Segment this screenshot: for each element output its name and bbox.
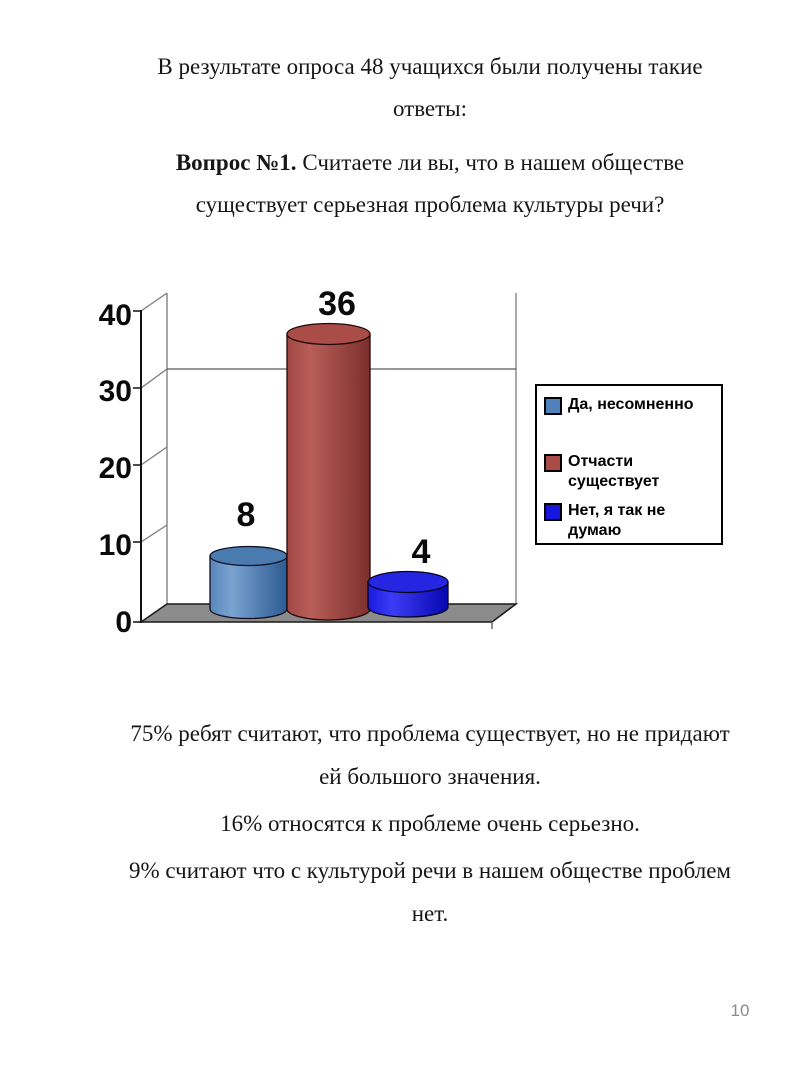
legend-label-no: Нет, я так не думаю <box>568 502 666 539</box>
bar-yes <box>209 545 288 620</box>
side-rung-10 <box>140 524 168 543</box>
bar-value-partly: 36 <box>318 285 356 323</box>
side-rung-30 <box>140 368 168 389</box>
legend-label-partly: Отчасти существует <box>568 453 660 490</box>
conclusion-line-1: 75% ребят считают, что проблема существу… <box>130 721 730 746</box>
conclusion-line-3: 16% относятся к проблеме очень серьезно. <box>220 811 640 836</box>
conclusion-line-5: нет. <box>411 901 449 926</box>
bar-value-yes: 8 <box>237 496 256 534</box>
conclusion-line-2: ей большого значения. <box>319 764 541 789</box>
intro-text: В результате опроса 48 учащихся были пол… <box>60 46 800 226</box>
page-number: 10 <box>730 1001 750 1020</box>
y-tick-40: 40 <box>99 299 132 332</box>
legend-swatch-partly <box>544 454 562 472</box>
y-tick-20: 20 <box>99 452 132 485</box>
intro-line-1: В результате опроса 48 учащихся были пол… <box>157 54 703 79</box>
y-tick-30: 30 <box>99 375 132 408</box>
bar-partly <box>286 322 371 621</box>
y-tick-0: 0 <box>115 606 132 639</box>
value-axis <box>133 310 142 623</box>
legend-label-yes: Да, несомненно <box>568 396 694 413</box>
legend-item-no: Нет, я так не думаю <box>544 501 717 541</box>
legend-swatch-no <box>544 503 562 521</box>
bar-no-top <box>367 570 449 594</box>
legend-swatch-yes <box>544 397 562 415</box>
legend-item-yes: Да, несомненно <box>544 395 717 415</box>
side-rung-40 <box>140 292 168 312</box>
conclusion-text: 75% ребят считают, что проблема существу… <box>60 712 800 935</box>
chart-legend: Да, несомненно Отчасти существует Нет, я… <box>535 384 723 545</box>
y-tick-10: 10 <box>99 529 132 562</box>
bar-value-no: 4 <box>412 533 431 571</box>
intro-line-2: ответы: <box>392 96 468 121</box>
bar-yes-top <box>209 545 288 567</box>
conclusion-line-4: 9% считают что с культурой речи в нашем … <box>129 858 731 883</box>
bar-no <box>367 570 449 618</box>
side-rung-20 <box>140 446 168 466</box>
question-line-1: Вопрос №1. Считаете ли вы, что в нашем о… <box>60 142 800 184</box>
question-number: Вопрос №1. <box>175 150 297 175</box>
bar-chart: 40 30 20 10 0 8 36 4 <box>99 285 519 639</box>
legend-item-partly: Отчасти существует <box>544 452 717 492</box>
chart-walls <box>140 292 517 623</box>
question-text: Считаете ли вы, что в нашем обществе <box>296 150 685 175</box>
question-line-2: существует серьезная проблема культуры р… <box>195 192 665 217</box>
bar-partly-top <box>286 322 371 346</box>
